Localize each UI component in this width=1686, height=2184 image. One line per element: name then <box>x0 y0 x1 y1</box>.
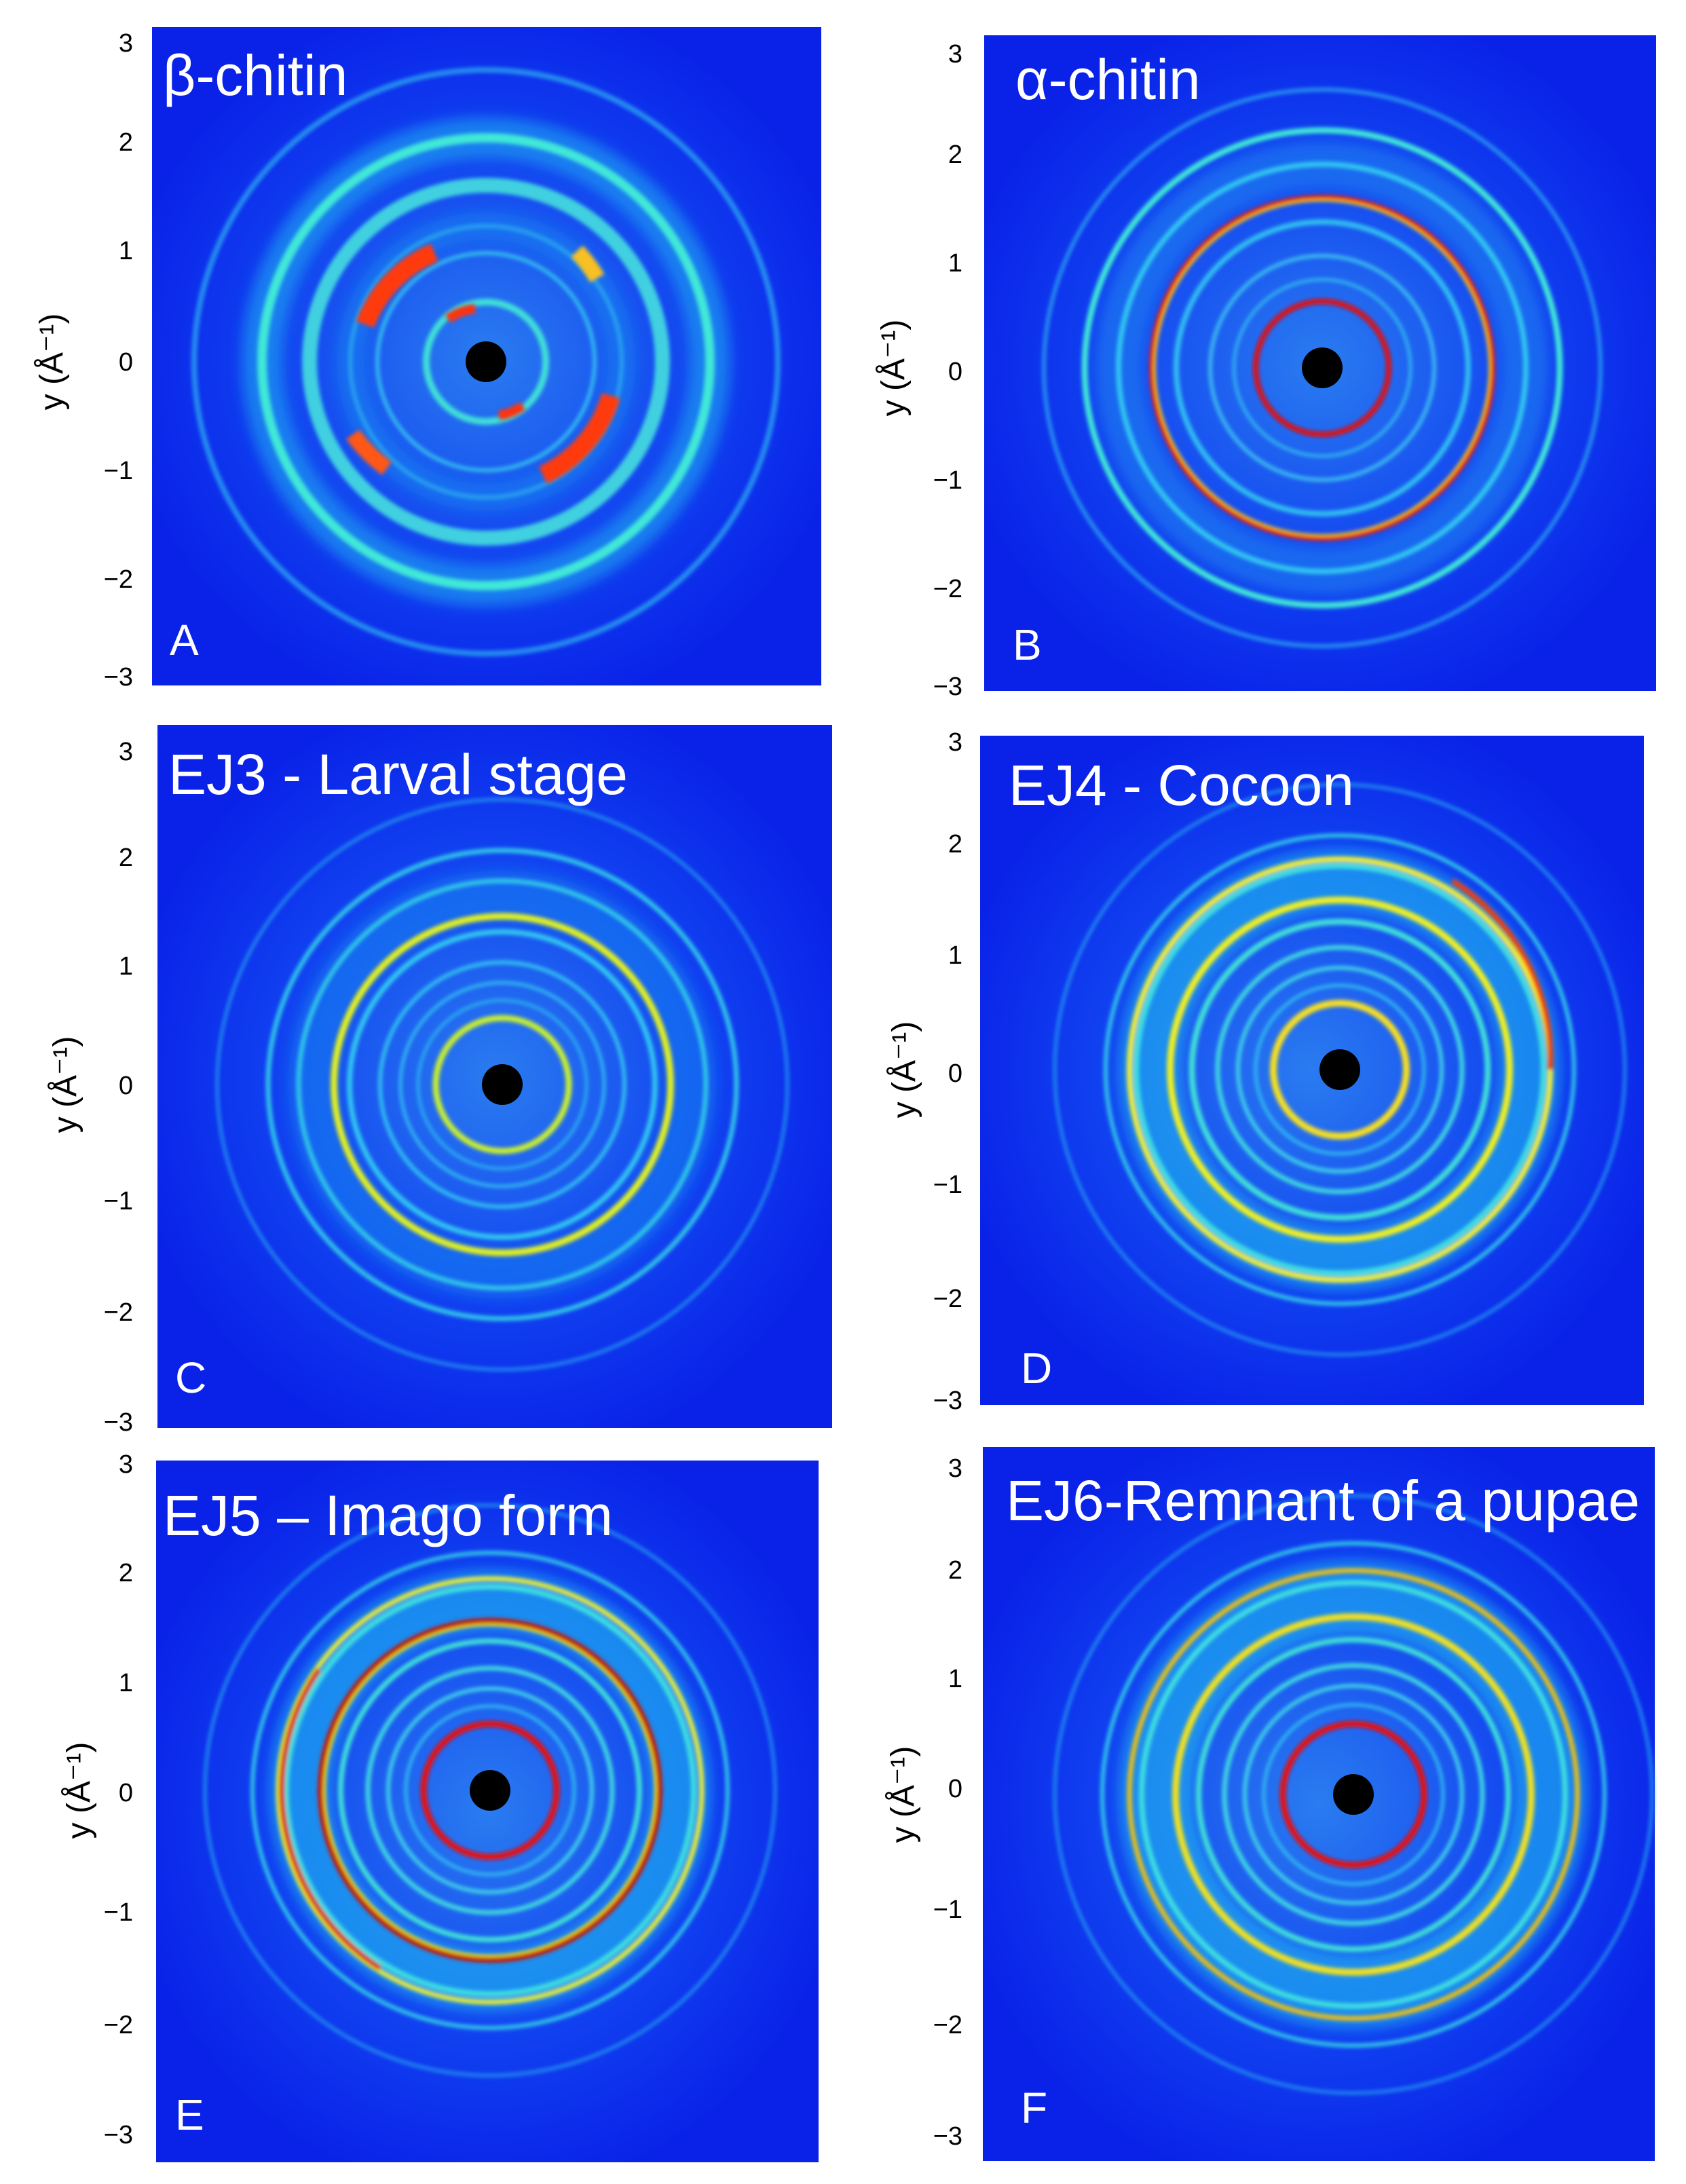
panel-f-ylabel: y (Å⁻¹) <box>885 1746 921 1843</box>
panel-a-ytick: −3 <box>104 663 133 692</box>
panel-c-ytick: 0 <box>119 1072 133 1100</box>
panel-e-ytick: 1 <box>119 1669 133 1697</box>
panel-f-ring-halo <box>1119 1560 1588 2029</box>
panel-d-title: EJ4 - Cocoon <box>1009 753 1354 817</box>
panel-f-ytick: 2 <box>948 1556 962 1585</box>
panel-b-letter: B <box>1013 620 1042 669</box>
panel-e-ytick: 2 <box>119 1559 133 1587</box>
panel-c-title: EJ3 - Larval stage <box>168 742 628 806</box>
panel-d-ytick: −3 <box>933 1387 962 1415</box>
panel-a-yticks: 3 2 1 0 −1 −2 −3 <box>104 29 133 692</box>
panel-f-ytick: −1 <box>933 1896 962 1924</box>
panel-b-ytick: −1 <box>933 466 962 495</box>
panel-b-title: α-chitin <box>1015 48 1201 111</box>
panel-e-rings <box>203 1503 777 2077</box>
panel-d-letter: D <box>1021 1344 1052 1393</box>
panel-e-title: EJ5 – Imago form <box>163 1484 613 1547</box>
panel-a-ytick: 2 <box>119 128 133 157</box>
panel-f: EJ6-Remnant of a pupae F 3 2 1 0 −1 −2 −… <box>885 1447 1655 2161</box>
panel-d-ring-halo <box>1119 849 1560 1290</box>
panel-e-beamstop <box>470 1770 510 1811</box>
panel-b-beamstop <box>1302 347 1343 388</box>
panel-a-ytick: 0 <box>119 348 133 377</box>
panel-a-ytick: 1 <box>119 237 133 265</box>
panel-a-arcs <box>346 244 620 484</box>
panel-c-ytick: 3 <box>119 738 133 766</box>
panel-b-ytick: 0 <box>948 358 962 386</box>
panel-f-ytick: −2 <box>933 2011 962 2039</box>
panel-f-letter: F <box>1021 2084 1047 2132</box>
panel-d-ytick: 3 <box>948 728 962 757</box>
panel-a-letter: A <box>170 616 199 664</box>
panel-e-ytick: −2 <box>104 2011 133 2039</box>
panel-f-ytick: 1 <box>948 1665 962 1693</box>
panel-b-ytick: 1 <box>948 249 962 278</box>
panel-e-ring-halo <box>269 1570 711 2011</box>
panel-c: EJ3 - Larval stage C 3 2 1 0 −1 −2 −3 y … <box>48 725 832 1437</box>
panel-e-ytick: −3 <box>104 2121 133 2149</box>
panel-e: EJ5 – Imago form E 3 2 1 0 −1 −2 −3 y (Å… <box>61 1450 819 2162</box>
panel-c-ytick: 1 <box>119 952 133 981</box>
panel-b: α-chitin B 3 2 1 0 −1 −2 −3 y (Å⁻¹) <box>876 35 1656 701</box>
panel-f-rings <box>1053 1494 1654 2095</box>
panel-e-ytick: 3 <box>119 1450 133 1479</box>
panel-f-ytick: −3 <box>933 2122 962 2151</box>
panel-d-ytick: −2 <box>933 1285 962 1313</box>
panel-e-ytick: 0 <box>119 1779 133 1807</box>
panel-e-yticks: 3 2 1 0 −1 −2 −3 <box>104 1450 133 2149</box>
panel-b-ylabel: y (Å⁻¹) <box>876 320 912 417</box>
panel-d-ylabel: y (Å⁻¹) <box>886 1021 922 1118</box>
panel-a-ytick: −2 <box>104 565 133 594</box>
panel-c-yticks: 3 2 1 0 −1 −2 −3 <box>104 738 133 1437</box>
panel-e-image-bg <box>156 1461 819 2162</box>
panel-a-title: β-chitin <box>163 43 348 107</box>
panel-c-rings <box>215 797 789 1372</box>
panel-d-ytick: 1 <box>948 941 962 970</box>
panel-c-ylabel: y (Å⁻¹) <box>48 1036 83 1133</box>
panel-d-ytick: −1 <box>933 1171 962 1199</box>
panel-a-beamstop <box>466 341 506 382</box>
panel-f-ytick: 0 <box>948 1775 962 1803</box>
panel-d-beamstop <box>1319 1049 1360 1090</box>
panel-d-rings <box>1053 783 1627 1357</box>
panel-a-ytick: −1 <box>104 457 133 485</box>
panel-c-ytick: 2 <box>119 844 133 872</box>
panel-c-ytick: −1 <box>104 1187 133 1216</box>
panel-c-ytick: −3 <box>104 1408 133 1437</box>
panel-b-ytick: −2 <box>933 575 962 603</box>
panel-a: β-chitin A 3 2 1 0 −1 −2 −3 y (Å⁻¹) <box>34 27 821 692</box>
panel-b-ytick: 3 <box>948 40 962 69</box>
panel-d-ytick: 0 <box>948 1059 962 1088</box>
panel-c-ytick: −2 <box>104 1298 133 1327</box>
panel-e-ytick: −1 <box>104 1898 133 1927</box>
panel-b-yticks: 3 2 1 0 −1 −2 −3 <box>933 40 962 701</box>
panel-e-letter: E <box>175 2090 204 2139</box>
panel-a-rings <box>191 67 781 656</box>
panel-f-beamstop <box>1333 1774 1374 1815</box>
panel-c-ring-halo <box>288 871 716 1298</box>
panel-c-beamstop <box>482 1064 523 1105</box>
panel-c-letter: C <box>175 1353 206 1402</box>
panel-b-ytick: −3 <box>933 673 962 701</box>
panel-f-title: EJ6-Remnant of a pupae <box>1006 1469 1640 1532</box>
panel-a-ytick: 3 <box>119 29 133 58</box>
panel-d: EJ4 - Cocoon D 3 2 1 0 −1 −2 −3 y (Å⁻¹) <box>886 728 1644 1415</box>
panel-f-ytick: 3 <box>948 1454 962 1483</box>
panel-d-ytick: 2 <box>948 830 962 859</box>
panel-e-ylabel: y (Å⁻¹) <box>61 1742 97 1839</box>
panel-a-ylabel: y (Å⁻¹) <box>34 314 70 411</box>
panel-d-yticks: 3 2 1 0 −1 −2 −3 <box>933 728 962 1415</box>
panel-b-ytick: 2 <box>948 140 962 169</box>
panel-f-yticks: 3 2 1 0 −1 −2 −3 <box>933 1454 962 2151</box>
panel-b-rings <box>1042 88 1603 648</box>
